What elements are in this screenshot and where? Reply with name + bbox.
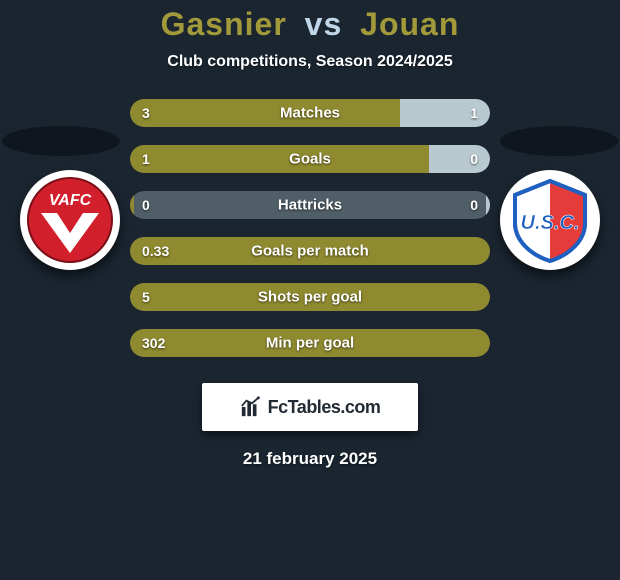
stat-label: Shots per goal — [258, 289, 362, 306]
stat-value-left: 0 — [142, 197, 150, 213]
club-badge-left: VAFC — [20, 170, 120, 270]
stat-value-left: 5 — [142, 289, 150, 305]
subtitle: Club competitions, Season 2024/2025 — [167, 53, 452, 71]
svg-text:VAFC: VAFC — [49, 192, 92, 209]
stat-row: 0.33 Goals per match — [130, 237, 490, 265]
stat-row: 5 Shots per goal — [130, 283, 490, 311]
player-shadow-left — [2, 126, 120, 156]
stats-bars: 3 1 Matches 1 0 Goals 0 0 Hattricks 0.33 Goals per… — [130, 99, 490, 357]
club-badge-right: U.S.C. — [500, 170, 600, 270]
stat-value-left: 0.33 — [142, 243, 169, 259]
fctables-label: FcTables.com — [268, 397, 381, 418]
stat-row: 302 Min per goal — [130, 329, 490, 357]
stat-value-left: 1 — [142, 151, 150, 167]
stat-fill-left — [130, 191, 134, 219]
player-shadow-right — [500, 126, 618, 156]
stat-fill-right — [429, 145, 490, 173]
stat-fill-right — [486, 191, 490, 219]
svg-text:U.S.C.: U.S.C. — [521, 212, 580, 234]
fctables-watermark: FcTables.com — [202, 383, 418, 431]
comparison-card: Gasnier vs Jouan Club competitions, Seas… — [0, 0, 620, 580]
page-title: Gasnier vs Jouan — [161, 6, 460, 43]
stat-row: 0 0 Hattricks — [130, 191, 490, 219]
fctables-chart-icon — [240, 396, 262, 418]
stat-label: Hattricks — [278, 197, 342, 214]
date-label: 21 february 2025 — [243, 449, 377, 469]
stat-value-right: 1 — [470, 105, 478, 121]
stat-fill-left — [130, 99, 400, 127]
stat-value-left: 302 — [142, 335, 165, 351]
stat-fill-left — [130, 145, 429, 173]
stat-row: 3 1 Matches — [130, 99, 490, 127]
vafc-logo-icon: VAFC — [25, 175, 115, 265]
stat-label: Goals — [289, 151, 331, 168]
usc-logo-icon: U.S.C. — [505, 175, 595, 265]
stat-label: Min per goal — [266, 335, 354, 352]
stat-value-right: 0 — [470, 151, 478, 167]
stat-row: 1 0 Goals — [130, 145, 490, 173]
stat-value-right: 0 — [470, 197, 478, 213]
stat-value-left: 3 — [142, 105, 150, 121]
stat-label: Goals per match — [251, 243, 369, 260]
stat-label: Matches — [280, 105, 340, 122]
title-vs: vs — [305, 6, 343, 42]
title-player1: Gasnier — [161, 6, 287, 42]
title-player2: Jouan — [360, 6, 459, 42]
